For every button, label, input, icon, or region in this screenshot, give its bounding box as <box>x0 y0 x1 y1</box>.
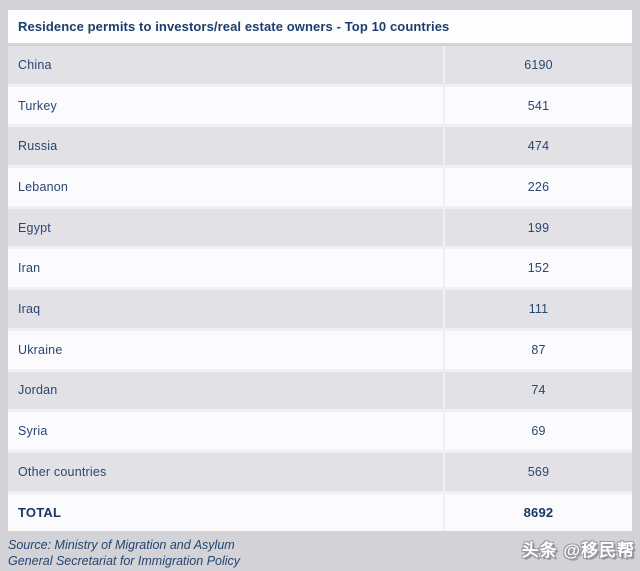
value-cell: 474 <box>445 127 632 166</box>
table-row: Ukraine 87 <box>8 330 632 369</box>
value-cell: 111 <box>445 290 632 328</box>
value-cell: 541 <box>445 86 632 125</box>
value-cell: 226 <box>445 168 632 206</box>
country-cell: Jordan <box>8 371 443 410</box>
value-cell: 199 <box>445 208 632 247</box>
country-cell: Russia <box>8 127 443 166</box>
table-row: Russia 474 <box>8 127 632 166</box>
table-row: Iran 152 <box>8 249 632 288</box>
country-cell: Syria <box>8 412 443 450</box>
value-cell: 6190 <box>445 46 632 84</box>
country-cell: Ukraine <box>8 330 443 369</box>
country-cell: Iraq <box>8 290 443 328</box>
table-row: Jordan 74 <box>8 371 632 410</box>
country-cell: China <box>8 46 443 84</box>
country-cell: Lebanon <box>8 168 443 206</box>
table-row: Iraq 111 <box>8 290 632 328</box>
country-cell: Turkey <box>8 86 443 125</box>
table-row: Turkey 541 <box>8 86 632 125</box>
source-note: Source: Ministry of Migration and Asylum… <box>8 537 240 569</box>
country-cell: TOTAL <box>8 493 443 532</box>
value-cell: 152 <box>445 249 632 288</box>
country-cell: Iran <box>8 249 443 288</box>
value-cell: 87 <box>445 330 632 369</box>
table-row: Egypt 199 <box>8 208 632 247</box>
source-line-2: General Secretariat for Immigration Poli… <box>8 554 241 568</box>
table-row: China 6190 <box>8 46 632 84</box>
value-cell: 569 <box>445 452 632 491</box>
toutiao-watermark: 头条 @移民帮 <box>521 541 635 560</box>
value-cell: 8692 <box>445 493 632 532</box>
table-row: Lebanon 226 <box>8 168 632 206</box>
country-cell: Other countries <box>8 452 443 491</box>
country-cell: Egypt <box>8 208 443 247</box>
table-row-total: TOTAL 8692 <box>8 493 632 532</box>
table-title: Residence permits to investors/real esta… <box>18 19 450 34</box>
table-title-bar: Residence permits to investors/real esta… <box>8 10 632 43</box>
source-line-1: Source: Ministry of Migration and Asylum <box>8 538 235 552</box>
table-row: Other countries 569 <box>8 452 632 491</box>
value-cell: 69 <box>445 412 632 450</box>
value-cell: 74 <box>445 371 632 410</box>
table-row: Syria 69 <box>8 412 632 450</box>
permits-table: China 6190 Turkey 541 Russia 474 Lebanon 226 Egy… <box>8 46 632 532</box>
